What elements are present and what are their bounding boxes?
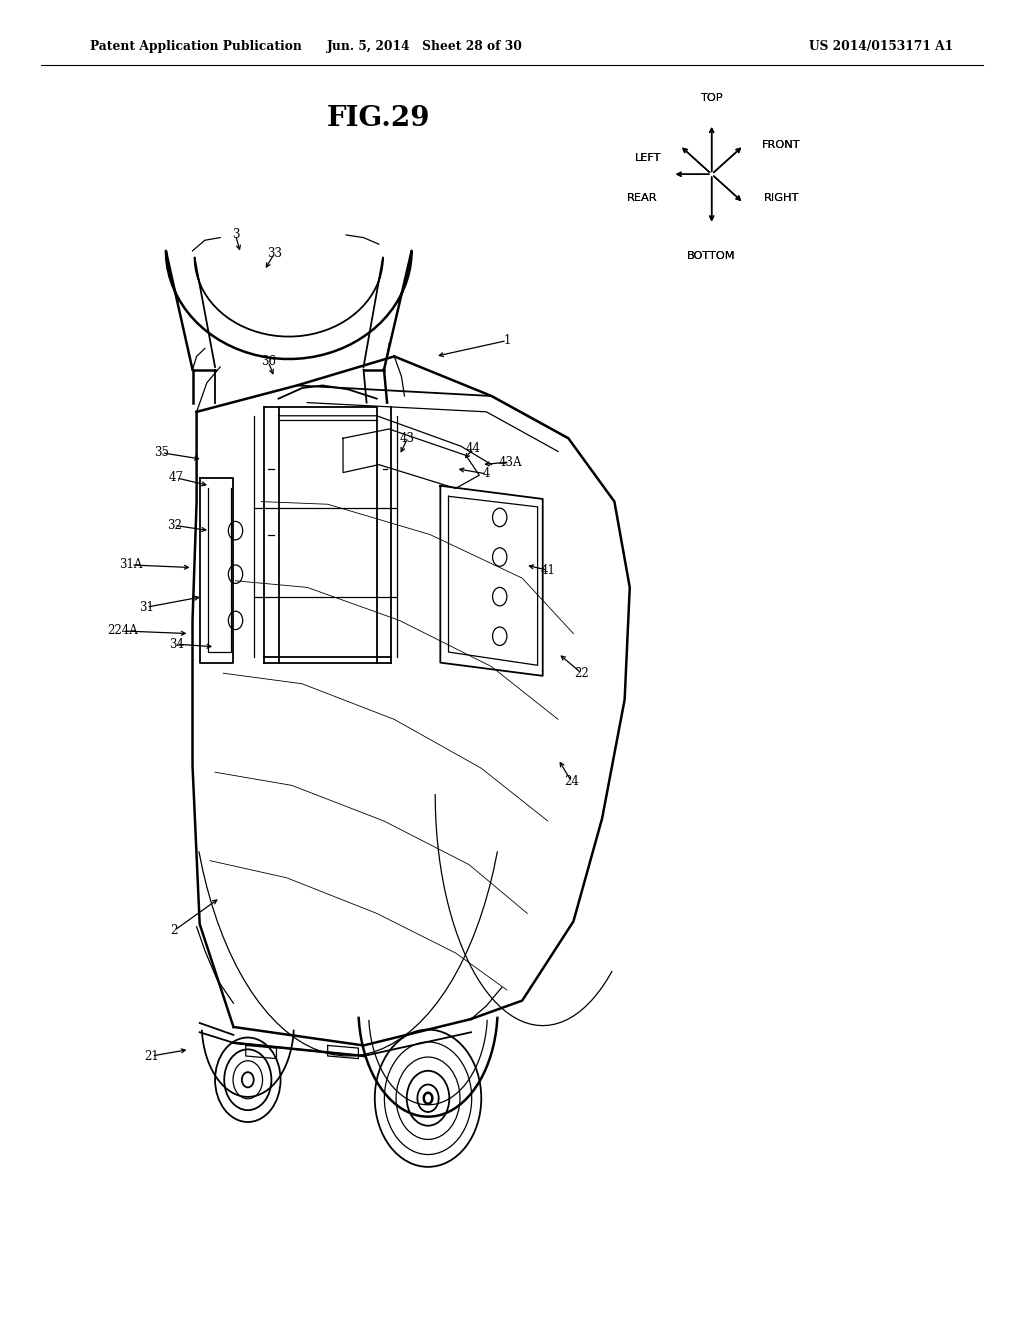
Text: REAR: REAR: [627, 193, 657, 203]
Text: REAR: REAR: [627, 193, 657, 203]
Text: 224A: 224A: [108, 624, 138, 638]
Text: TOP: TOP: [700, 92, 723, 103]
Text: FIG.29: FIG.29: [327, 106, 431, 132]
Text: LEFT: LEFT: [635, 153, 662, 164]
Text: 22: 22: [574, 667, 589, 680]
Text: Patent Application Publication: Patent Application Publication: [90, 41, 302, 53]
Text: RIGHT: RIGHT: [764, 193, 799, 203]
Text: 43: 43: [400, 432, 415, 445]
Text: FRONT: FRONT: [762, 140, 801, 150]
Text: 31: 31: [139, 601, 154, 614]
Text: FRONT: FRONT: [762, 140, 801, 150]
Text: 3: 3: [231, 228, 240, 242]
Text: US 2014/0153171 A1: US 2014/0153171 A1: [809, 41, 953, 53]
Text: 44: 44: [466, 442, 480, 455]
Text: Jun. 5, 2014   Sheet 28 of 30: Jun. 5, 2014 Sheet 28 of 30: [327, 41, 523, 53]
Text: 1: 1: [503, 334, 511, 347]
Text: 41: 41: [541, 564, 555, 577]
Text: 35: 35: [155, 446, 169, 459]
Text: 36: 36: [261, 355, 275, 368]
Text: 32: 32: [167, 519, 181, 532]
Text: 33: 33: [267, 247, 282, 260]
Text: BOTTOM: BOTTOM: [687, 251, 736, 261]
Text: TOP: TOP: [700, 92, 723, 103]
Text: 24: 24: [564, 775, 579, 788]
Text: 43A: 43A: [499, 455, 521, 469]
Text: BOTTOM: BOTTOM: [687, 251, 736, 261]
Text: 2: 2: [170, 924, 178, 937]
Text: RIGHT: RIGHT: [764, 193, 799, 203]
Text: 31A: 31A: [120, 558, 142, 572]
Text: 34: 34: [169, 638, 183, 651]
Text: 47: 47: [169, 471, 183, 484]
Text: 4: 4: [482, 467, 490, 480]
Text: 21: 21: [144, 1049, 159, 1063]
Text: LEFT: LEFT: [635, 153, 662, 164]
